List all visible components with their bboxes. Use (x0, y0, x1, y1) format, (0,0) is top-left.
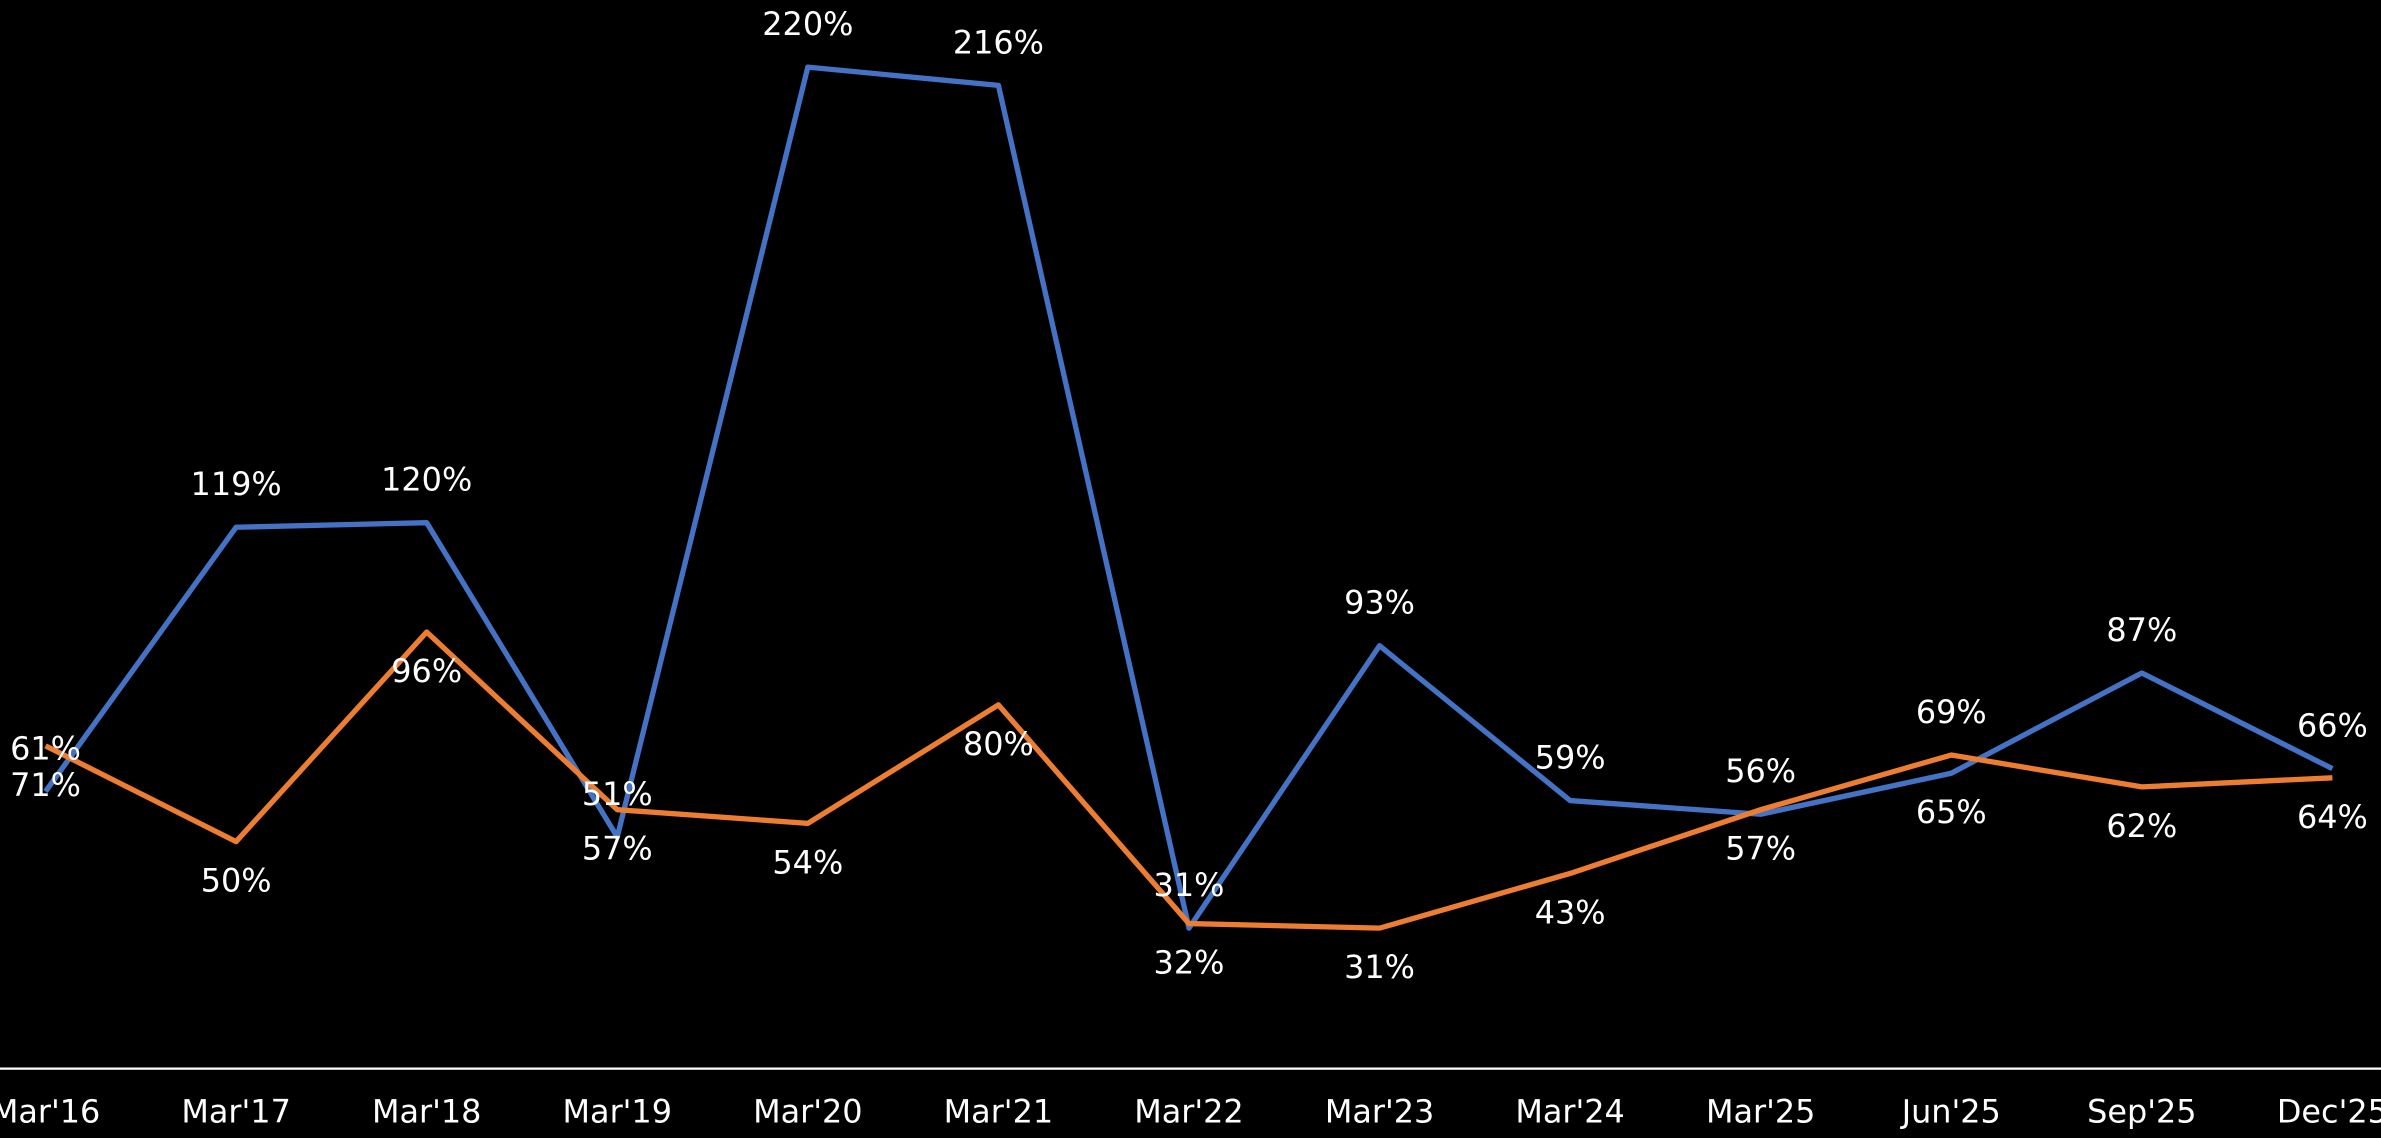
data-label: 120% (381, 461, 472, 499)
series-line (44, 629, 2333, 931)
x-tick-label: Dec'25 (2277, 1092, 2381, 1130)
data-label: 54% (772, 843, 843, 881)
x-tick-label: Jun'25 (1900, 1092, 2001, 1130)
x-tick-label: Mar'25 (1706, 1092, 1815, 1130)
x-tick-label: Mar'21 (944, 1092, 1053, 1130)
x-tick-label: Mar'23 (1325, 1092, 1434, 1130)
data-label: 93% (1344, 584, 1415, 622)
x-tick-label: Mar'24 (1515, 1092, 1624, 1130)
data-label: 119% (191, 465, 282, 503)
data-label: 69% (1916, 693, 1987, 731)
data-label: 59% (1535, 739, 1606, 777)
series-line (43, 64, 2334, 931)
x-tick-label: Mar'20 (753, 1092, 862, 1130)
data-label: 61% (10, 729, 81, 767)
data-label: 66% (2297, 707, 2368, 745)
x-tick-label: Mar'17 (181, 1092, 290, 1130)
data-label: 65% (1916, 793, 1987, 831)
data-label: 216% (953, 23, 1044, 61)
x-tick-label: Sep'25 (2087, 1092, 2196, 1130)
data-label: 51% (582, 775, 653, 813)
x-tick-label: Mar'18 (372, 1092, 481, 1130)
data-label: 50% (201, 862, 272, 900)
data-label: 57% (1725, 830, 1796, 868)
data-label: 220% (762, 5, 853, 43)
data-label: 32% (1154, 944, 1225, 982)
data-label: 87% (2106, 611, 2177, 649)
x-tick-label: Mar'16 (0, 1092, 100, 1130)
data-label: 80% (963, 725, 1034, 763)
x-tick-label: Mar'19 (563, 1092, 672, 1130)
data-label: 31% (1344, 948, 1415, 986)
data-label: 31% (1154, 866, 1225, 904)
data-label: 96% (391, 652, 462, 690)
data-label: 43% (1535, 893, 1606, 931)
x-tick-label: Mar'22 (1134, 1092, 1243, 1130)
data-label: 56% (1725, 752, 1796, 790)
data-label: 62% (2106, 807, 2177, 845)
data-label: 64% (2297, 798, 2368, 836)
data-label: 57% (582, 830, 653, 868)
data-label: 71% (10, 766, 81, 804)
